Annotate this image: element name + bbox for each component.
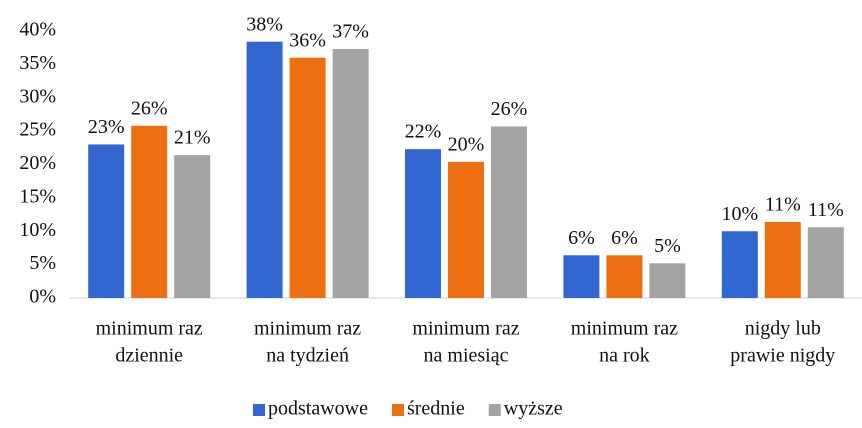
value-label: 22% [405, 121, 442, 143]
bar [764, 221, 801, 298]
y-tick-label: 30% [19, 85, 56, 107]
bar [246, 41, 283, 299]
bar [332, 49, 369, 299]
value-label: 10% [721, 203, 758, 225]
x-tick-label: minimum raz [412, 318, 519, 340]
value-label: 11% [765, 193, 801, 215]
bar [88, 144, 125, 298]
value-label: 37% [332, 21, 369, 43]
bar [491, 126, 527, 298]
value-label: 38% [246, 13, 283, 35]
y-tick-label: 0% [29, 286, 56, 308]
y-tick-label: 15% [19, 185, 56, 207]
value-label: 21% [174, 127, 211, 149]
value-label: 11% [808, 199, 844, 221]
value-label: 23% [88, 116, 125, 138]
x-tick-label: dziennie [115, 345, 183, 367]
x-tick-label: prawie nigdy [730, 345, 835, 367]
x-tick-label: minimum raz [571, 318, 678, 340]
bar [563, 255, 600, 298]
legend-swatch [488, 404, 501, 416]
legend-swatch [253, 404, 265, 416]
x-tick-label: minimum raz [254, 318, 361, 340]
bar [131, 125, 168, 298]
bar [721, 231, 758, 298]
legend-label: średnie [407, 398, 465, 420]
y-tick-label: 20% [19, 152, 56, 174]
y-tick-label: 25% [19, 119, 56, 141]
y-tick-label: 35% [19, 52, 56, 74]
x-tick-label: na miesiąc [424, 345, 509, 367]
x-tick-label: nigdy lub [745, 318, 821, 340]
legend-label: podstawowe [268, 398, 368, 420]
legend-label: wyższe [504, 398, 563, 420]
value-label: 26% [491, 98, 528, 120]
bar [448, 161, 484, 298]
bar [649, 263, 686, 298]
bar [289, 57, 326, 299]
value-label: 20% [448, 133, 485, 155]
y-tick-label: 10% [19, 219, 56, 241]
value-label: 36% [289, 29, 326, 51]
value-label: 6% [611, 227, 638, 249]
x-tick-label: na tydzień [266, 345, 349, 367]
bar [807, 227, 844, 298]
bar [405, 149, 441, 298]
value-label: 26% [131, 97, 168, 119]
legend-swatch [391, 404, 404, 416]
x-tick-label: na rok [599, 345, 650, 367]
bar [606, 255, 643, 298]
value-label: 5% [654, 235, 681, 257]
x-tick-label: minimum raz [96, 318, 203, 340]
y-tick-label: 5% [29, 252, 56, 274]
value-label: 6% [568, 227, 595, 249]
bar [174, 155, 211, 298]
y-tick-label: 40% [19, 19, 56, 41]
